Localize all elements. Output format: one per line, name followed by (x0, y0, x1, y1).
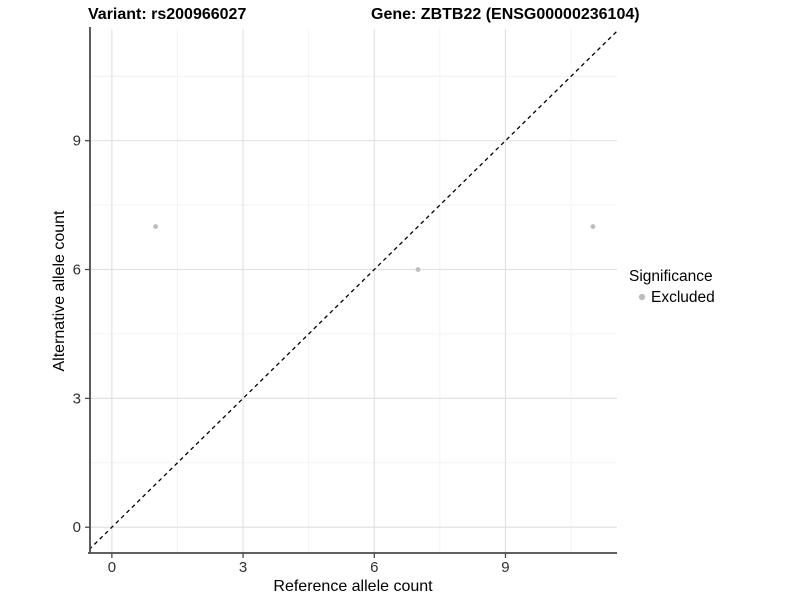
x-tick-label: 0 (108, 559, 116, 576)
y-tick-label: 0 (73, 519, 81, 536)
variant-title: Variant: rs200966027 (88, 6, 246, 23)
data-point (415, 267, 421, 272)
x-tick-label: 9 (501, 559, 509, 576)
major-gridlines (90, 29, 617, 553)
legend: Significance Excluded (629, 268, 715, 306)
y-tick-label: 9 (73, 133, 81, 150)
data-point (153, 224, 159, 229)
x-tick-label: 6 (370, 559, 378, 576)
y-tick-label: 3 (73, 390, 81, 407)
legend-excluded-dot-icon (638, 293, 646, 301)
data-point (590, 224, 596, 229)
x-axis-ticks: 0 3 6 9 (108, 553, 510, 576)
y-tick-label: 6 (73, 262, 81, 279)
legend-title: Significance (629, 268, 713, 285)
x-tick-label: 3 (239, 559, 247, 576)
y-axis-ticks: 0 3 6 9 (73, 133, 90, 536)
minor-gridlines (90, 29, 617, 553)
gene-title: Gene: ZBTB22 (ENSG00000236104) (371, 6, 640, 23)
legend-excluded-label: Excluded (651, 289, 715, 306)
y-axis-label: Alternative allele count (51, 210, 68, 372)
identity-reference-line (90, 30, 617, 550)
data-points (153, 224, 596, 272)
x-axis-label: Reference allele count (273, 578, 433, 595)
identity-line (90, 30, 617, 550)
